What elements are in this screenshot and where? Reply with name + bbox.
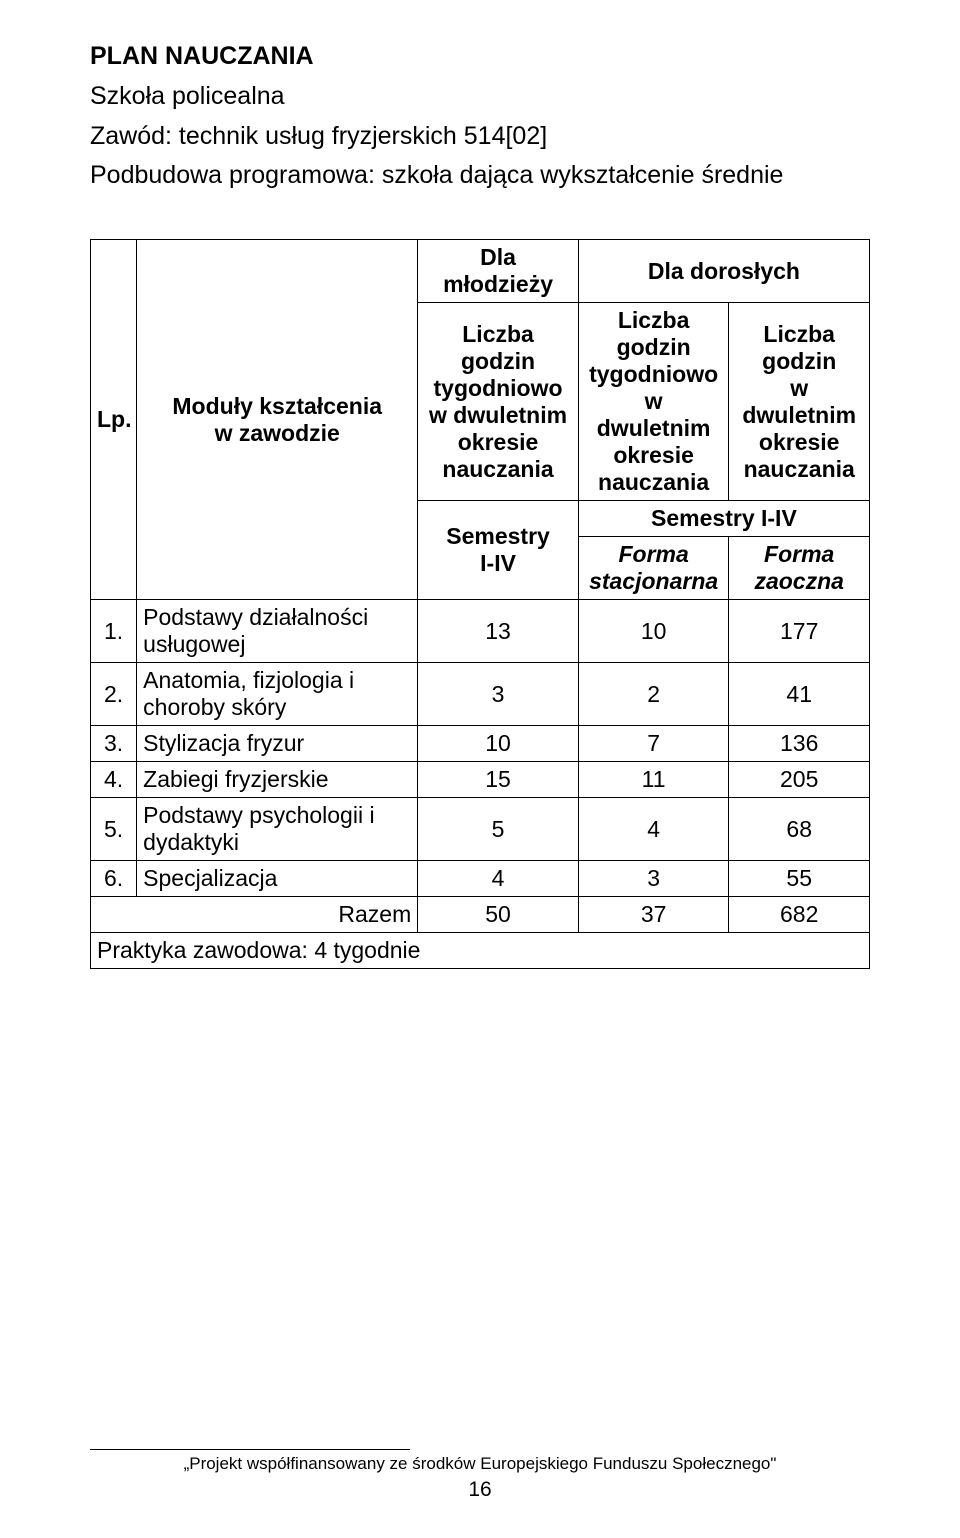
page-number: 16: [0, 1478, 960, 1502]
line-basis: Podbudowa programowa: szkoła dająca wyks…: [90, 159, 870, 193]
table-row: 1. Podstawy działalności usługowej 13 10…: [91, 600, 870, 663]
row-c: 68: [729, 798, 870, 861]
row-a: 5: [418, 798, 579, 861]
col-modules: Moduły kształceniaw zawodzie: [137, 240, 418, 600]
row-a: 4: [418, 861, 579, 897]
table-row: 6. Specjalizacja 4 3 55: [91, 861, 870, 897]
row-name: Anatomia, fizjologia i choroby skóry: [137, 663, 418, 726]
row-b: 10: [578, 600, 729, 663]
row-a: 3: [418, 663, 579, 726]
row-a: 15: [418, 762, 579, 798]
col-form-external: Formazaoczna: [729, 537, 870, 600]
row-lp: 5.: [91, 798, 137, 861]
row-lp: 6.: [91, 861, 137, 897]
plan-table: Lp. Moduły kształceniaw zawodzie Dlamłod…: [90, 239, 870, 969]
footer-rule: [90, 1449, 410, 1450]
row-b: 3: [578, 861, 729, 897]
row-b: 2: [578, 663, 729, 726]
row-c: 41: [729, 663, 870, 726]
subtitle: Szkoła policealna: [90, 80, 870, 114]
col-semesters-right: Semestry I-IV: [578, 501, 869, 537]
row-c: 136: [729, 726, 870, 762]
table-row: 3. Stylizacja fryzur 10 7 136: [91, 726, 870, 762]
col-form-stationary: Formastacjonarna: [578, 537, 729, 600]
row-name: Podstawy działalności usługowej: [137, 600, 418, 663]
col-hours-c: Liczbagodzinwdwuletnimokresienauczania: [729, 303, 870, 501]
practice-cell: Praktyka zawodowa: 4 tygodnie: [91, 933, 870, 969]
total-a: 50: [418, 897, 579, 933]
col-lp: Lp.: [91, 240, 137, 600]
document-page: PLAN NAUCZANIA Szkoła policealna Zawód: …: [0, 0, 960, 1538]
total-b: 37: [578, 897, 729, 933]
row-b: 11: [578, 762, 729, 798]
table-row: 5. Podstawy psychologii i dydaktyki 5 4 …: [91, 798, 870, 861]
row-name: Stylizacja fryzur: [137, 726, 418, 762]
row-b: 4: [578, 798, 729, 861]
table-row-total: Razem 50 37 682: [91, 897, 870, 933]
table-row-practice: Praktyka zawodowa: 4 tygodnie: [91, 933, 870, 969]
total-label: Razem: [91, 897, 418, 933]
row-a: 10: [418, 726, 579, 762]
table-row: 4. Zabiegi fryzjerskie 15 11 205: [91, 762, 870, 798]
col-adults: Dla dorosłych: [578, 240, 869, 303]
col-hours-a: Liczbagodzintygodniowow dwuletnimokresie…: [418, 303, 579, 501]
col-semesters-left: SemestryI-IV: [418, 501, 579, 600]
table-row: 2. Anatomia, fizjologia i choroby skóry …: [91, 663, 870, 726]
row-lp: 3.: [91, 726, 137, 762]
row-c: 205: [729, 762, 870, 798]
row-name: Zabiegi fryzjerskie: [137, 762, 418, 798]
line-profession: Zawód: technik usług fryzjerskich 514[02…: [90, 120, 870, 154]
row-c: 55: [729, 861, 870, 897]
row-lp: 1.: [91, 600, 137, 663]
row-c: 177: [729, 600, 870, 663]
row-name: Podstawy psychologii i dydaktyki: [137, 798, 418, 861]
footer-text: „Projekt współfinansowany ze środków Eur…: [0, 1454, 960, 1474]
row-lp: 4.: [91, 762, 137, 798]
col-hours-b: Liczbagodzintygodniowow dwuletnimokresie…: [578, 303, 729, 501]
total-c: 682: [729, 897, 870, 933]
row-a: 13: [418, 600, 579, 663]
table-header-row-1: Lp. Moduły kształceniaw zawodzie Dlamłod…: [91, 240, 870, 303]
page-title: PLAN NAUCZANIA: [90, 40, 870, 74]
footer: „Projekt współfinansowany ze środków Eur…: [0, 1449, 960, 1502]
row-name: Specjalizacja: [137, 861, 418, 897]
row-b: 7: [578, 726, 729, 762]
row-lp: 2.: [91, 663, 137, 726]
col-youth: Dlamłodzieży: [418, 240, 579, 303]
